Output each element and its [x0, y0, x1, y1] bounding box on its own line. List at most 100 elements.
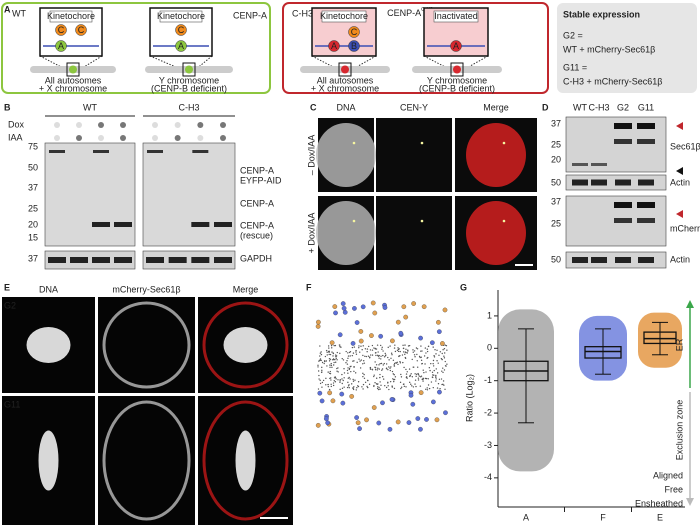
node — [348, 40, 360, 52]
particle — [334, 381, 337, 383]
particle — [321, 381, 324, 384]
band — [93, 150, 109, 153]
band — [572, 257, 588, 263]
particle — [424, 363, 426, 365]
particle — [390, 338, 395, 344]
label: Kinetochore — [157, 11, 205, 21]
particle — [331, 347, 333, 349]
spot — [352, 219, 356, 223]
particle — [390, 366, 392, 368]
particle — [366, 385, 368, 388]
particle — [399, 360, 401, 363]
particle — [358, 358, 360, 360]
particle — [357, 381, 360, 383]
band — [614, 218, 632, 223]
particle — [402, 361, 404, 364]
particle — [330, 379, 332, 381]
particle — [358, 338, 364, 344]
particle — [321, 361, 324, 364]
particle — [400, 376, 403, 378]
particle — [376, 369, 379, 371]
particle — [378, 364, 380, 366]
particle — [410, 401, 416, 407]
particle — [347, 355, 350, 357]
er-signal — [102, 400, 191, 521]
dot — [98, 122, 104, 128]
particle — [369, 366, 372, 369]
dot — [197, 135, 204, 141]
label: 25 — [28, 203, 38, 213]
particle — [395, 362, 397, 364]
label: Stable expression — [563, 9, 640, 19]
particle — [359, 351, 361, 353]
particle — [353, 366, 355, 368]
particle — [321, 386, 323, 388]
dot — [174, 135, 181, 141]
particle — [332, 382, 335, 384]
particle — [339, 378, 341, 381]
node — [55, 40, 67, 52]
particle — [342, 359, 345, 361]
particle — [385, 367, 388, 369]
particle — [432, 346, 434, 348]
particle — [352, 387, 355, 389]
particle — [332, 352, 335, 355]
particle — [339, 391, 345, 397]
label: + X chromosome — [39, 83, 107, 93]
particle — [337, 379, 339, 381]
particle — [418, 375, 421, 377]
particle — [355, 389, 357, 391]
particle — [329, 353, 332, 356]
particle — [389, 380, 392, 383]
particle — [334, 354, 337, 356]
label: Merge — [483, 102, 509, 112]
particle — [442, 307, 448, 313]
centromere-box — [450, 62, 464, 77]
particle — [416, 353, 418, 356]
particle — [348, 368, 350, 371]
particle — [401, 354, 404, 356]
particle — [405, 376, 408, 379]
label: G11 — [638, 102, 654, 112]
particle — [446, 363, 448, 365]
particle — [373, 347, 375, 349]
particle — [349, 350, 352, 353]
particle — [405, 373, 408, 375]
particle — [379, 362, 381, 365]
particle — [426, 389, 429, 391]
particle — [318, 378, 320, 380]
band — [638, 257, 654, 263]
particle — [393, 365, 396, 367]
label-box — [433, 10, 479, 23]
particle — [421, 304, 427, 310]
band — [191, 257, 210, 263]
particle — [379, 388, 381, 390]
particle — [441, 352, 443, 355]
particle — [404, 357, 407, 360]
band — [572, 163, 588, 166]
particle — [387, 346, 389, 349]
particle — [346, 363, 349, 365]
particle — [352, 352, 355, 354]
particle — [392, 359, 395, 362]
label: 50 — [28, 162, 38, 172]
particle — [400, 373, 402, 376]
centromere-box — [182, 62, 196, 77]
particle — [382, 350, 384, 352]
particle — [375, 377, 378, 379]
band — [614, 123, 632, 129]
particle — [407, 349, 409, 351]
particle — [358, 329, 364, 334]
particle — [424, 347, 427, 349]
micrograph — [98, 297, 195, 393]
particle — [320, 351, 322, 353]
blot — [44, 250, 136, 270]
particle — [348, 376, 350, 379]
label: CENP-A — [240, 165, 274, 175]
particle — [363, 362, 366, 364]
particle — [324, 416, 329, 422]
particle — [440, 341, 445, 346]
particle — [330, 385, 333, 388]
centromere — [69, 65, 77, 74]
particle — [442, 367, 444, 369]
